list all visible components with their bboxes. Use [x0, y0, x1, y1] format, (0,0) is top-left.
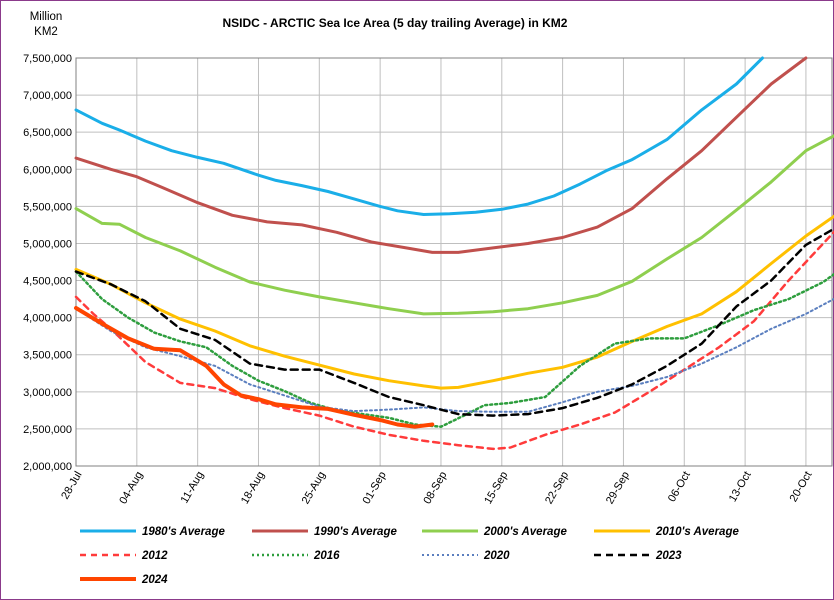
series-line-2: [74, 134, 834, 316]
legend-label-5: 2016: [313, 550, 340, 562]
x-tick-label: 25-Aug: [300, 470, 328, 507]
x-tick-label: 01-Sep: [361, 470, 389, 507]
legend-label-0: 1980's Average: [142, 526, 225, 538]
y-tick-label: 3,000,000: [23, 387, 72, 399]
y-tick-label: 5,500,000: [23, 201, 72, 213]
x-tick-label: 20-Oct: [788, 470, 815, 505]
x-tick-label: 04-Aug: [117, 470, 145, 507]
series-line-1: [74, 56, 808, 254]
y-tick-label: 5,000,000: [23, 238, 72, 250]
x-tick-label: 28-Jul: [59, 470, 84, 502]
series-line-3: [74, 214, 834, 390]
legend-label-6: 2020: [483, 550, 510, 562]
series-line-8: [74, 306, 435, 429]
y-axis-unit-line1: Million: [30, 11, 63, 23]
y-axis-tick-labels: 2,000,000 2,500,000 3,000,000 3,500,000 4,00…: [23, 53, 72, 473]
y-tick-label: 2,500,000: [23, 424, 72, 436]
y-axis-unit-line2: KM2: [34, 26, 58, 38]
x-axis-tick-labels: 28-Jul 04-Aug 11-Aug 18-Aug 25-Aug 01-Sep 08-S…: [59, 470, 814, 507]
legend-label-7: 2023: [655, 550, 682, 562]
y-tick-label: 4,000,000: [23, 313, 72, 325]
x-tick-label: 08-Sep: [421, 470, 449, 507]
x-tick-label: 22-Sep: [543, 470, 571, 507]
x-tick-label: 11-Aug: [179, 470, 207, 506]
y-tick-label: 6,000,000: [23, 164, 72, 176]
y-tick-label: 2,000,000: [23, 461, 72, 473]
chart-title: NSIDC - ARCTIC Sea Ice Area (5 day trail…: [223, 16, 568, 30]
legend-label-8: 2024: [141, 574, 168, 586]
series-line-7: [74, 227, 834, 417]
series-lines: [74, 56, 834, 451]
y-tick-label: 7,000,000: [23, 90, 72, 102]
y-tick-label: 4,500,000: [23, 276, 72, 288]
series-line-4: [74, 230, 834, 451]
y-tick-label: 3,500,000: [23, 350, 72, 362]
x-tick-label: 18-Aug: [239, 470, 267, 507]
grid: [75, 57, 833, 467]
x-tick-label: 06-Oct: [666, 470, 693, 505]
x-tick-label: 29-Sep: [604, 470, 632, 507]
y-tick-label: 6,500,000: [23, 127, 72, 139]
series-line-5: [74, 270, 834, 428]
legend: 1980's Average 1990's Average 2000's Avera…: [80, 526, 739, 586]
legend-label-1: 1990's Average: [314, 526, 397, 538]
legend-label-3: 2010's Average: [655, 526, 739, 538]
plot-area-border: [75, 57, 833, 467]
legend-label-4: 2012: [141, 550, 168, 562]
y-tick-label: 7,500,000: [23, 53, 72, 65]
series-line-0: [74, 56, 764, 216]
x-tick-label: 15-Sep: [482, 470, 510, 507]
legend-label-2: 2000's Average: [483, 526, 567, 538]
x-tick-label: 13-Oct: [727, 470, 754, 505]
